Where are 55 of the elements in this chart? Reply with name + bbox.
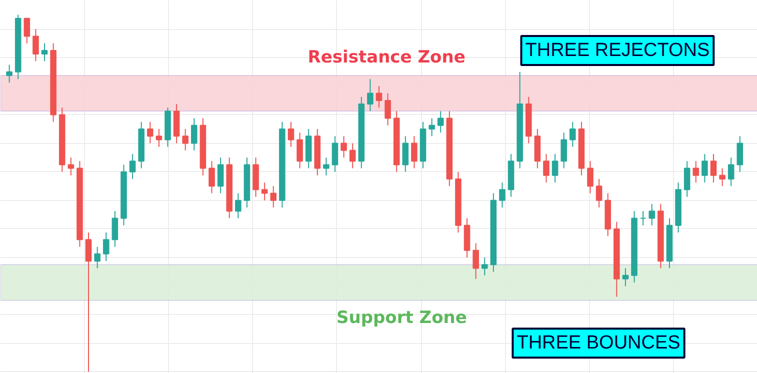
candlestick <box>6 64 12 84</box>
candlestick <box>217 157 224 194</box>
candlestick <box>208 160 215 194</box>
candlestick <box>692 160 700 184</box>
candlestick <box>587 160 594 194</box>
candlestick <box>684 160 690 198</box>
candlestick <box>728 157 734 187</box>
candlestick <box>719 168 726 187</box>
candlestick <box>376 86 382 108</box>
candlestick <box>736 136 744 172</box>
candlestick <box>191 118 198 151</box>
candlestick <box>640 210 646 226</box>
candlestick <box>702 153 708 184</box>
candlestick <box>596 178 602 208</box>
candlestick <box>129 153 136 180</box>
candlestick <box>296 132 303 169</box>
candlestick <box>384 92 391 126</box>
candlestick <box>552 153 558 184</box>
candlestick <box>481 256 488 276</box>
candlestick <box>332 136 338 172</box>
candlestick <box>437 110 444 134</box>
candlestick <box>648 203 656 226</box>
candlestick <box>323 157 330 176</box>
candlestick <box>411 136 418 169</box>
candlestick <box>94 246 100 269</box>
candlestick <box>41 42 48 62</box>
candlestick <box>182 128 188 151</box>
candlestick <box>340 136 347 158</box>
candlestick <box>472 242 479 280</box>
candlestick <box>147 121 154 144</box>
band-label: Resistance Zone <box>308 48 466 68</box>
candlestick <box>622 268 629 287</box>
candlestick <box>402 136 409 172</box>
candlestick <box>499 182 506 208</box>
candlestick <box>428 118 435 137</box>
candlestick <box>288 121 294 148</box>
candlestick <box>710 153 717 184</box>
candlestick <box>235 192 242 219</box>
candlestick <box>68 157 74 176</box>
candlestick <box>570 121 576 148</box>
candlestick <box>102 232 110 262</box>
candlestick <box>85 232 92 372</box>
candlestick <box>270 186 277 208</box>
annotation: THREE BOUNCES <box>516 332 680 354</box>
candlestick <box>32 28 39 62</box>
annotation: THREE REJECTONS <box>525 40 710 61</box>
candlestick <box>349 142 356 169</box>
candlestick <box>24 18 30 44</box>
candlestick <box>261 182 268 201</box>
candlestick <box>560 132 567 169</box>
candlestick <box>543 153 550 184</box>
band-label: Support Zone <box>336 308 467 328</box>
candlestick <box>367 78 374 112</box>
candlestick <box>156 128 162 148</box>
candlestick <box>112 210 118 248</box>
